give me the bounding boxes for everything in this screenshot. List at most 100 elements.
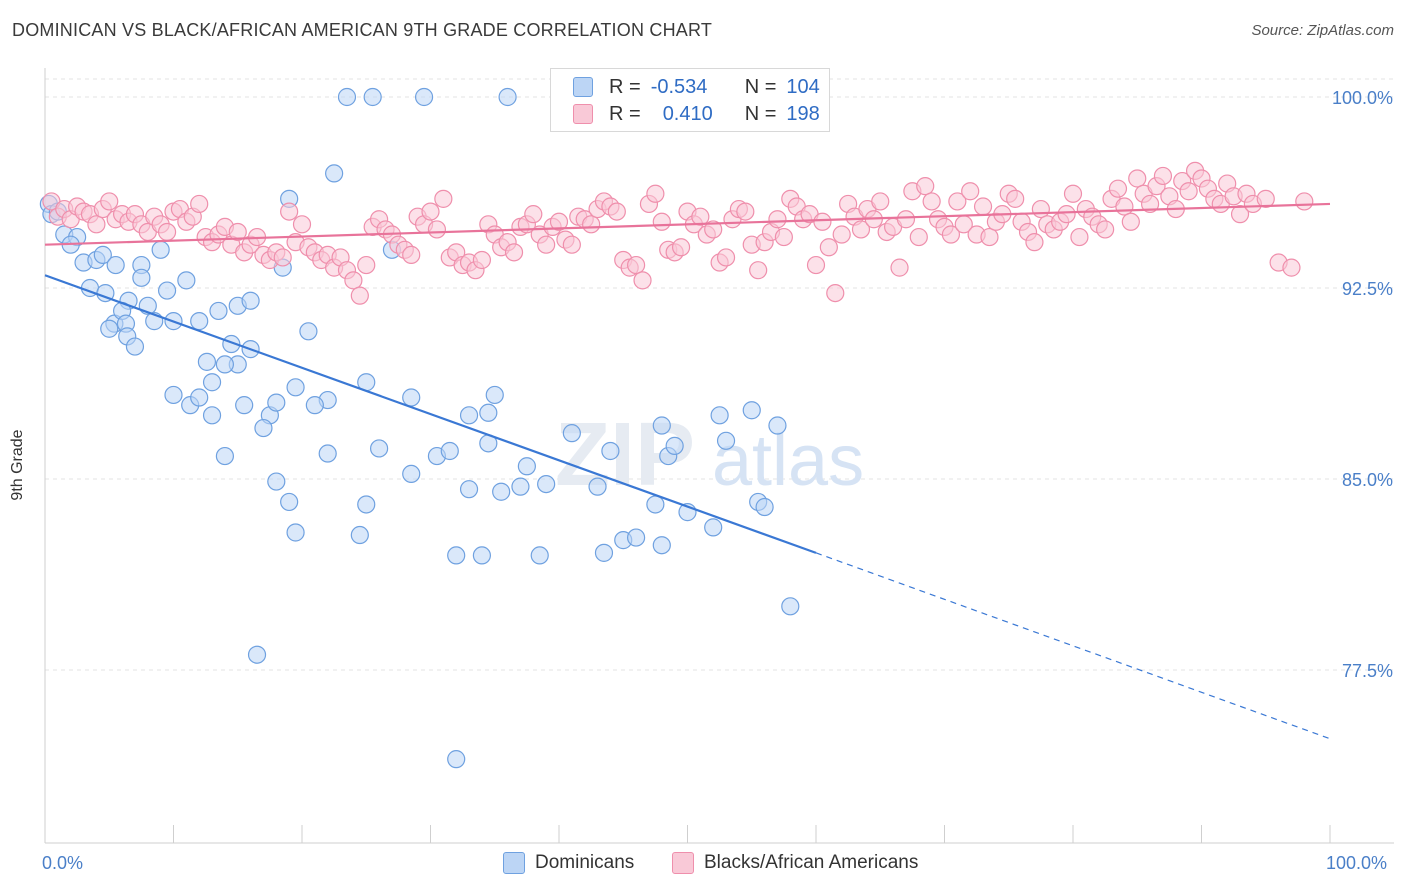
data-point-blacks [157,222,177,242]
data-point-dominicans [125,337,145,356]
data-point-blacks [749,261,768,280]
data-point-blacks [280,202,299,221]
data-point-blacks [350,286,369,305]
data-point-blacks [273,248,292,267]
data-point-blacks [1063,184,1083,203]
data-point-blacks [961,182,980,201]
data-point-blacks [1031,199,1050,219]
data-point-dominicans [704,518,723,537]
data-point-blacks [832,225,851,244]
data-point-dominicans [247,645,267,664]
data-point-dominicans [498,87,517,107]
data-point-dominicans [459,406,479,425]
data-point-dominicans [485,385,504,405]
x-tick-min: 0.0% [42,853,84,873]
data-point-dominicans [402,388,421,407]
data-point-blacks [768,210,787,229]
data-point-dominicans [594,543,614,562]
data-point-blacks [1230,205,1250,224]
data-point-blacks [1256,189,1275,208]
data-point-dominicans [202,406,222,425]
data-point-blacks [357,255,376,275]
legend-item-blacks[interactable]: Blacks/African Americans [672,852,918,874]
y-tick-labels: 77.5% 85.0% 92.5% 100.0% [1332,88,1393,681]
legend-swatch-blacks [672,852,694,874]
data-point-dominicans [267,393,286,412]
data-point-dominicans [337,87,357,107]
data-point-blacks [1121,212,1140,231]
trend-line-dominicans [44,274,817,554]
y-tick-label: 85.0% [1342,470,1393,490]
data-point-blacks [504,243,524,262]
data-point-blacks [941,225,961,244]
data-point-dominicans [646,495,665,514]
data-point-dominicans [363,87,382,107]
data-point-blacks [1295,192,1314,211]
data-point-dominicans [472,546,491,565]
correlation-legend: R = -0.534 N = 104 R = 0.410 N = 198 [550,68,830,132]
data-point-blacks [896,210,916,229]
y-tick-label: 100.0% [1332,88,1393,108]
data-point-blacks [871,192,890,211]
series-legend: Dominicans Blacks/African Americans [0,852,1406,876]
r-label: R = [609,75,641,98]
r-label: R = [609,102,641,125]
data-point-dominicans [447,750,466,769]
data-point-blacks [909,227,928,247]
data-point-blacks [652,212,671,231]
data-point-dominicans [215,446,234,466]
data-point-dominicans [325,164,344,183]
data-point-blacks [671,238,691,257]
data-point-dominicans [440,441,459,461]
data-point-blacks [549,212,569,231]
data-point-blacks [819,238,838,257]
data-point-blacks [402,245,421,264]
data-point-dominicans [190,388,209,407]
data-point-blacks [1025,233,1044,252]
data-point-blacks [537,235,556,254]
trend-line-dominicans-extrapolated [815,552,1331,740]
data-point-blacks [228,222,247,242]
y-tick-label: 77.5% [1342,661,1393,681]
data-point-dominicans [626,528,646,547]
legend-swatch-pink [573,104,593,124]
n-label: N = [744,75,777,98]
data-point-blacks [582,215,601,234]
data-point-blacks [774,227,793,247]
legend-swatch-dominicans [503,852,525,874]
legend-row-dominicans: R = -0.534 N = 104 [573,74,820,100]
trend-line-blacks [44,202,1331,246]
data-point-dominicans [93,245,112,264]
data-point-blacks [1179,182,1198,201]
y-tick-label: 92.5% [1342,279,1393,299]
data-point-dominicans [197,352,217,371]
data-point-dominicans [254,418,273,438]
data-point-dominicans [665,436,684,455]
data-point-blacks [190,194,209,214]
data-point-blacks [890,258,909,277]
data-point-dominicans [414,87,434,107]
data-point-blacks [948,192,967,211]
data-point-dominicans [132,268,151,287]
data-point-dominicans [755,497,774,517]
r-value: 0.410 [662,102,713,125]
legend-item-dominicans[interactable]: Dominicans [503,852,634,874]
data-point-blacks [813,212,832,231]
data-point-dominicans [742,401,761,420]
data-point-dominicans [235,396,254,415]
data-point-dominicans [305,396,324,415]
data-point-dominicans [511,477,530,496]
data-point-dominicans [517,457,536,476]
data-point-blacks [472,250,491,270]
data-point-blacks [980,227,999,247]
data-point-blacks [1282,258,1301,277]
data-point-blacks [292,215,312,234]
data-point-dominicans [537,474,556,494]
data-point-dominicans [318,444,337,463]
data-point-dominicans [202,373,222,392]
data-point-dominicans [164,385,183,405]
legend-swatch-blue [573,77,593,97]
data-point-dominicans [215,355,234,374]
data-point-blacks [1153,166,1173,186]
